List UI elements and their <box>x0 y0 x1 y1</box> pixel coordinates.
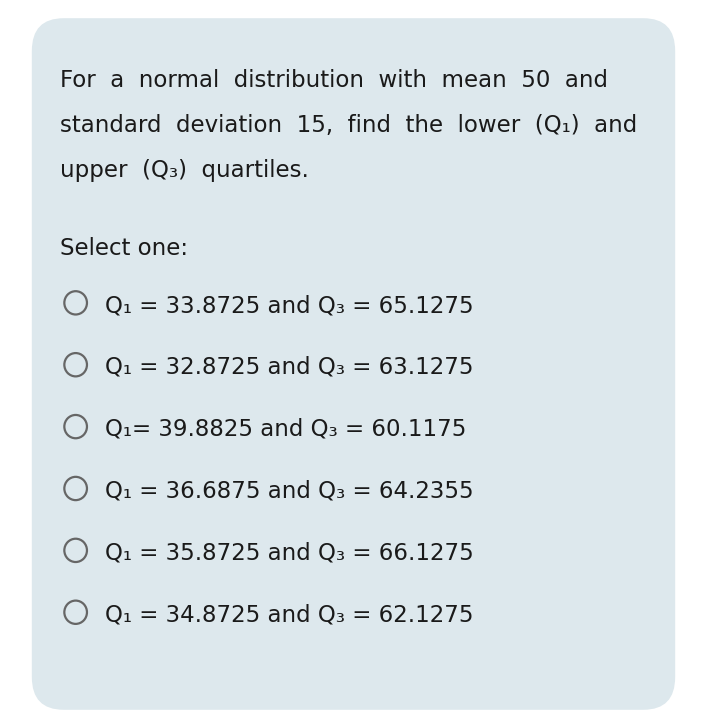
Text: For  a  normal  distribution  with  mean  50  and: For a normal distribution with mean 50 a… <box>60 69 608 92</box>
Text: Q₁ = 36.6875 and Q₃ = 64.2355: Q₁ = 36.6875 and Q₃ = 64.2355 <box>105 480 473 503</box>
Text: Select one:: Select one: <box>60 237 188 261</box>
Text: standard  deviation  15,  find  the  lower  (Q₁)  and: standard deviation 15, find the lower (Q… <box>60 114 637 138</box>
FancyBboxPatch shape <box>32 18 675 710</box>
Text: Q₁ = 32.8725 and Q₃ = 63.1275: Q₁ = 32.8725 and Q₃ = 63.1275 <box>105 356 473 379</box>
Text: Q₁ = 33.8725 and Q₃ = 65.1275: Q₁ = 33.8725 and Q₃ = 65.1275 <box>105 294 473 317</box>
Text: upper  (Q₃)  quartiles.: upper (Q₃) quartiles. <box>60 159 309 183</box>
Text: Q₁ = 34.8725 and Q₃ = 62.1275: Q₁ = 34.8725 and Q₃ = 62.1275 <box>105 604 473 627</box>
Text: Q₁= 39.8825 and Q₃ = 60.1175: Q₁= 39.8825 and Q₃ = 60.1175 <box>105 418 466 441</box>
Text: Q₁ = 35.8725 and Q₃ = 66.1275: Q₁ = 35.8725 and Q₃ = 66.1275 <box>105 542 474 565</box>
